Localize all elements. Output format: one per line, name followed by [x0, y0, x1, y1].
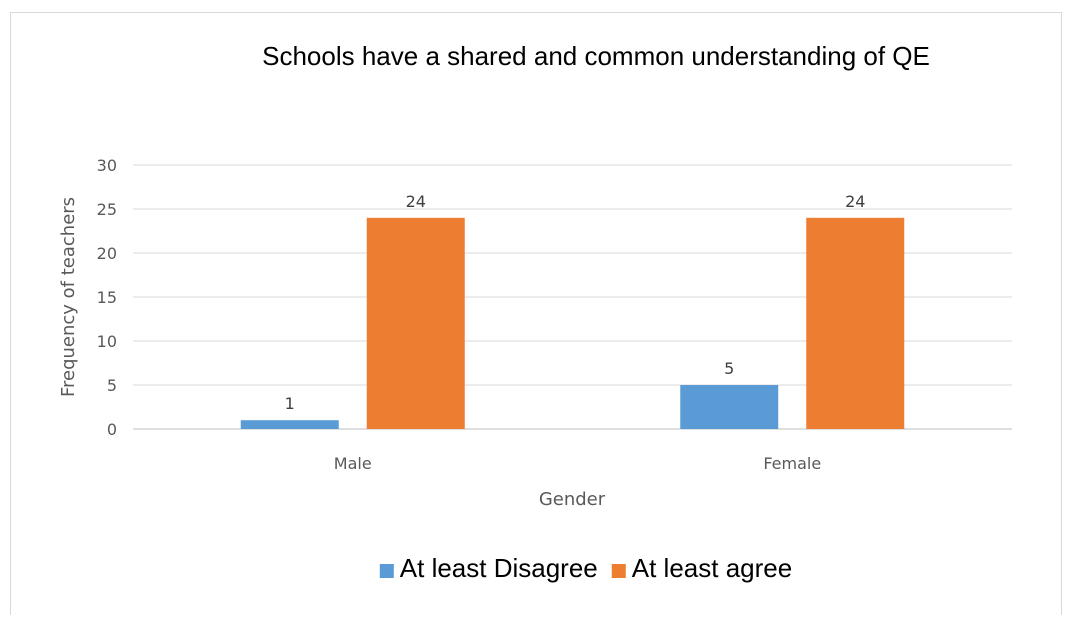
x-axis-title: Gender [539, 489, 606, 510]
y-tick-label: 0 [107, 420, 117, 439]
data-labels: 1 24 5 24 [285, 192, 866, 413]
y-tick-label: 10 [97, 332, 117, 351]
y-tick-label: 30 [97, 156, 117, 175]
bar-at-least-agree-female [806, 217, 905, 429]
y-tick-label: 20 [97, 244, 117, 263]
bar-at-least-disagree-female [680, 385, 779, 429]
chart-title: Schools have a shared and common underst… [262, 41, 930, 71]
bar-at-least-disagree-male [240, 420, 339, 429]
x-tick-labels: Male Female [334, 454, 821, 473]
legend-item: At least agree [611, 553, 792, 583]
bar-at-least-agree-male [366, 217, 465, 429]
y-tick-label: 5 [107, 376, 117, 395]
y-tick-label: 25 [97, 200, 117, 219]
data-label: 24 [845, 192, 865, 211]
data-label: 24 [406, 192, 426, 211]
data-label: 5 [724, 359, 734, 378]
y-tick-label: 15 [97, 288, 117, 307]
legend-label: At least Disagree [400, 553, 598, 583]
y-axis-title: Frequency of teachers [58, 197, 79, 397]
legend-item: At least Disagree [379, 553, 598, 583]
legend: At least Disagree At least agree [379, 553, 792, 583]
legend-swatch [379, 564, 394, 578]
x-tick-label: Male [334, 454, 372, 473]
legend-label: At least agree [632, 553, 792, 583]
y-tick-labels: 0 5 10 15 20 25 30 [97, 156, 117, 439]
data-label: 1 [285, 394, 295, 413]
legend-swatch [611, 564, 626, 578]
bars [240, 217, 905, 429]
x-tick-label: Female [763, 454, 821, 473]
